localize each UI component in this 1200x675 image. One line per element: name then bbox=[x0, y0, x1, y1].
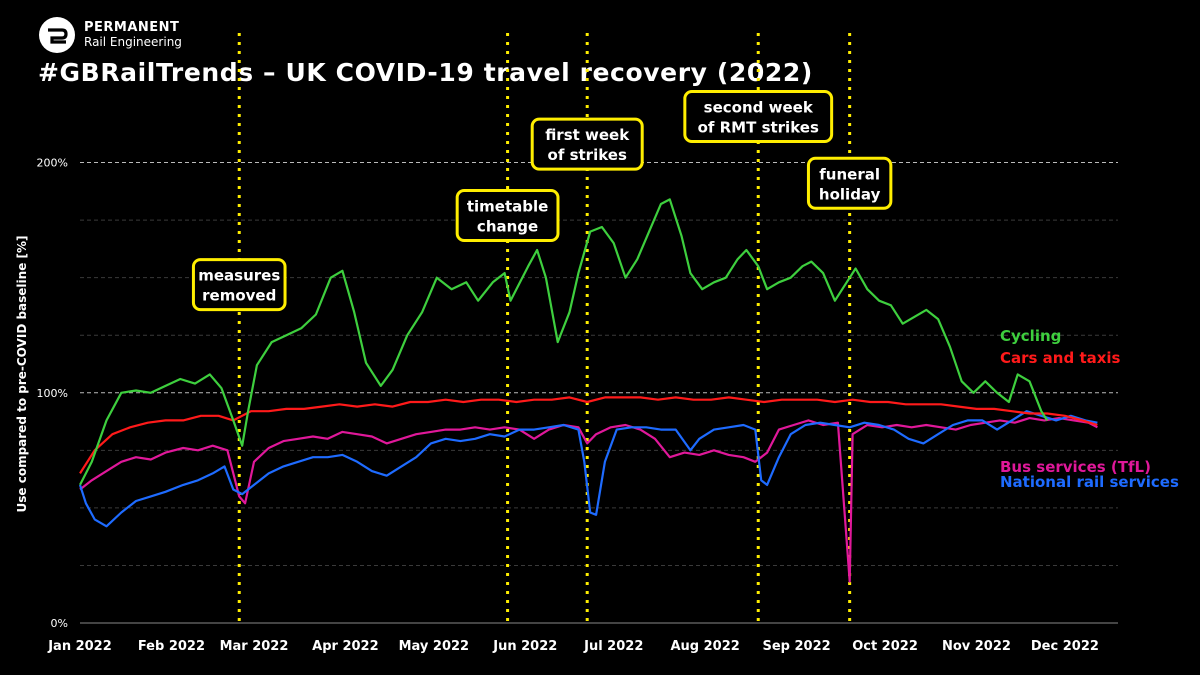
event-annotation-label: measures bbox=[198, 267, 280, 285]
series-line-bus-services-tfl- bbox=[79, 417, 1098, 583]
event-annotation-label: timetable bbox=[467, 198, 548, 216]
series-line-cars-and-taxis bbox=[79, 396, 1098, 474]
x-tick-label: Mar 2022 bbox=[220, 639, 289, 654]
x-tick-label: Aug 2022 bbox=[670, 639, 739, 654]
y-tick-label: 0% bbox=[51, 617, 68, 630]
y-axis-title: Use compared to pre-COVID baseline [%] bbox=[15, 236, 29, 513]
x-tick-label: Jan 2022 bbox=[47, 639, 112, 654]
event-annotation-label: first week bbox=[545, 126, 630, 144]
event-annotation-box bbox=[806, 156, 893, 210]
chart-title: #GBRailTrends – UK COVID-19 travel recov… bbox=[38, 58, 813, 87]
x-tick-label: Feb 2022 bbox=[138, 639, 205, 654]
x-tick-label: Sep 2022 bbox=[762, 639, 830, 654]
series-line-cycling bbox=[79, 198, 1049, 486]
legend-label: Cars and taxis bbox=[1000, 349, 1121, 367]
x-tick-label: Nov 2022 bbox=[942, 639, 1011, 654]
event-annotation-label: change bbox=[477, 218, 538, 236]
x-tick-label: Apr 2022 bbox=[312, 639, 379, 654]
event-annotation-label: removed bbox=[202, 287, 276, 305]
y-tick-label: 200% bbox=[37, 157, 68, 170]
event-annotation-label: of strikes bbox=[548, 146, 627, 164]
event-annotation-label: second week bbox=[704, 99, 814, 117]
event-annotation-box bbox=[683, 90, 834, 144]
brand-logo: PERMANENT Rail Engineering bbox=[38, 16, 182, 54]
event-annotation-box bbox=[191, 258, 287, 312]
series-line-national-rail-services bbox=[78, 410, 1098, 528]
event-annotation-label: of RMT strikes bbox=[698, 119, 819, 137]
x-tick-label: Jul 2022 bbox=[583, 639, 643, 654]
event-annotation-box bbox=[455, 189, 560, 243]
brand-name: PERMANENT bbox=[84, 20, 180, 35]
legend-label: National rail services bbox=[1000, 473, 1179, 491]
y-tick-label: 100% bbox=[37, 387, 68, 400]
legend-label: Cycling bbox=[1000, 327, 1061, 345]
event-annotation-label: funeral bbox=[819, 165, 880, 183]
event-annotation-box bbox=[530, 117, 644, 171]
brand-subtitle: Rail Engineering bbox=[84, 35, 182, 49]
x-tick-label: May 2022 bbox=[399, 639, 470, 654]
logo-mark-icon bbox=[39, 17, 75, 53]
legend-label: Bus services (TfL) bbox=[1000, 458, 1151, 476]
x-tick-label: Jun 2022 bbox=[492, 639, 557, 654]
event-annotation-label: holiday bbox=[819, 185, 881, 203]
x-tick-label: Oct 2022 bbox=[852, 639, 918, 654]
x-tick-label: Dec 2022 bbox=[1031, 639, 1099, 654]
